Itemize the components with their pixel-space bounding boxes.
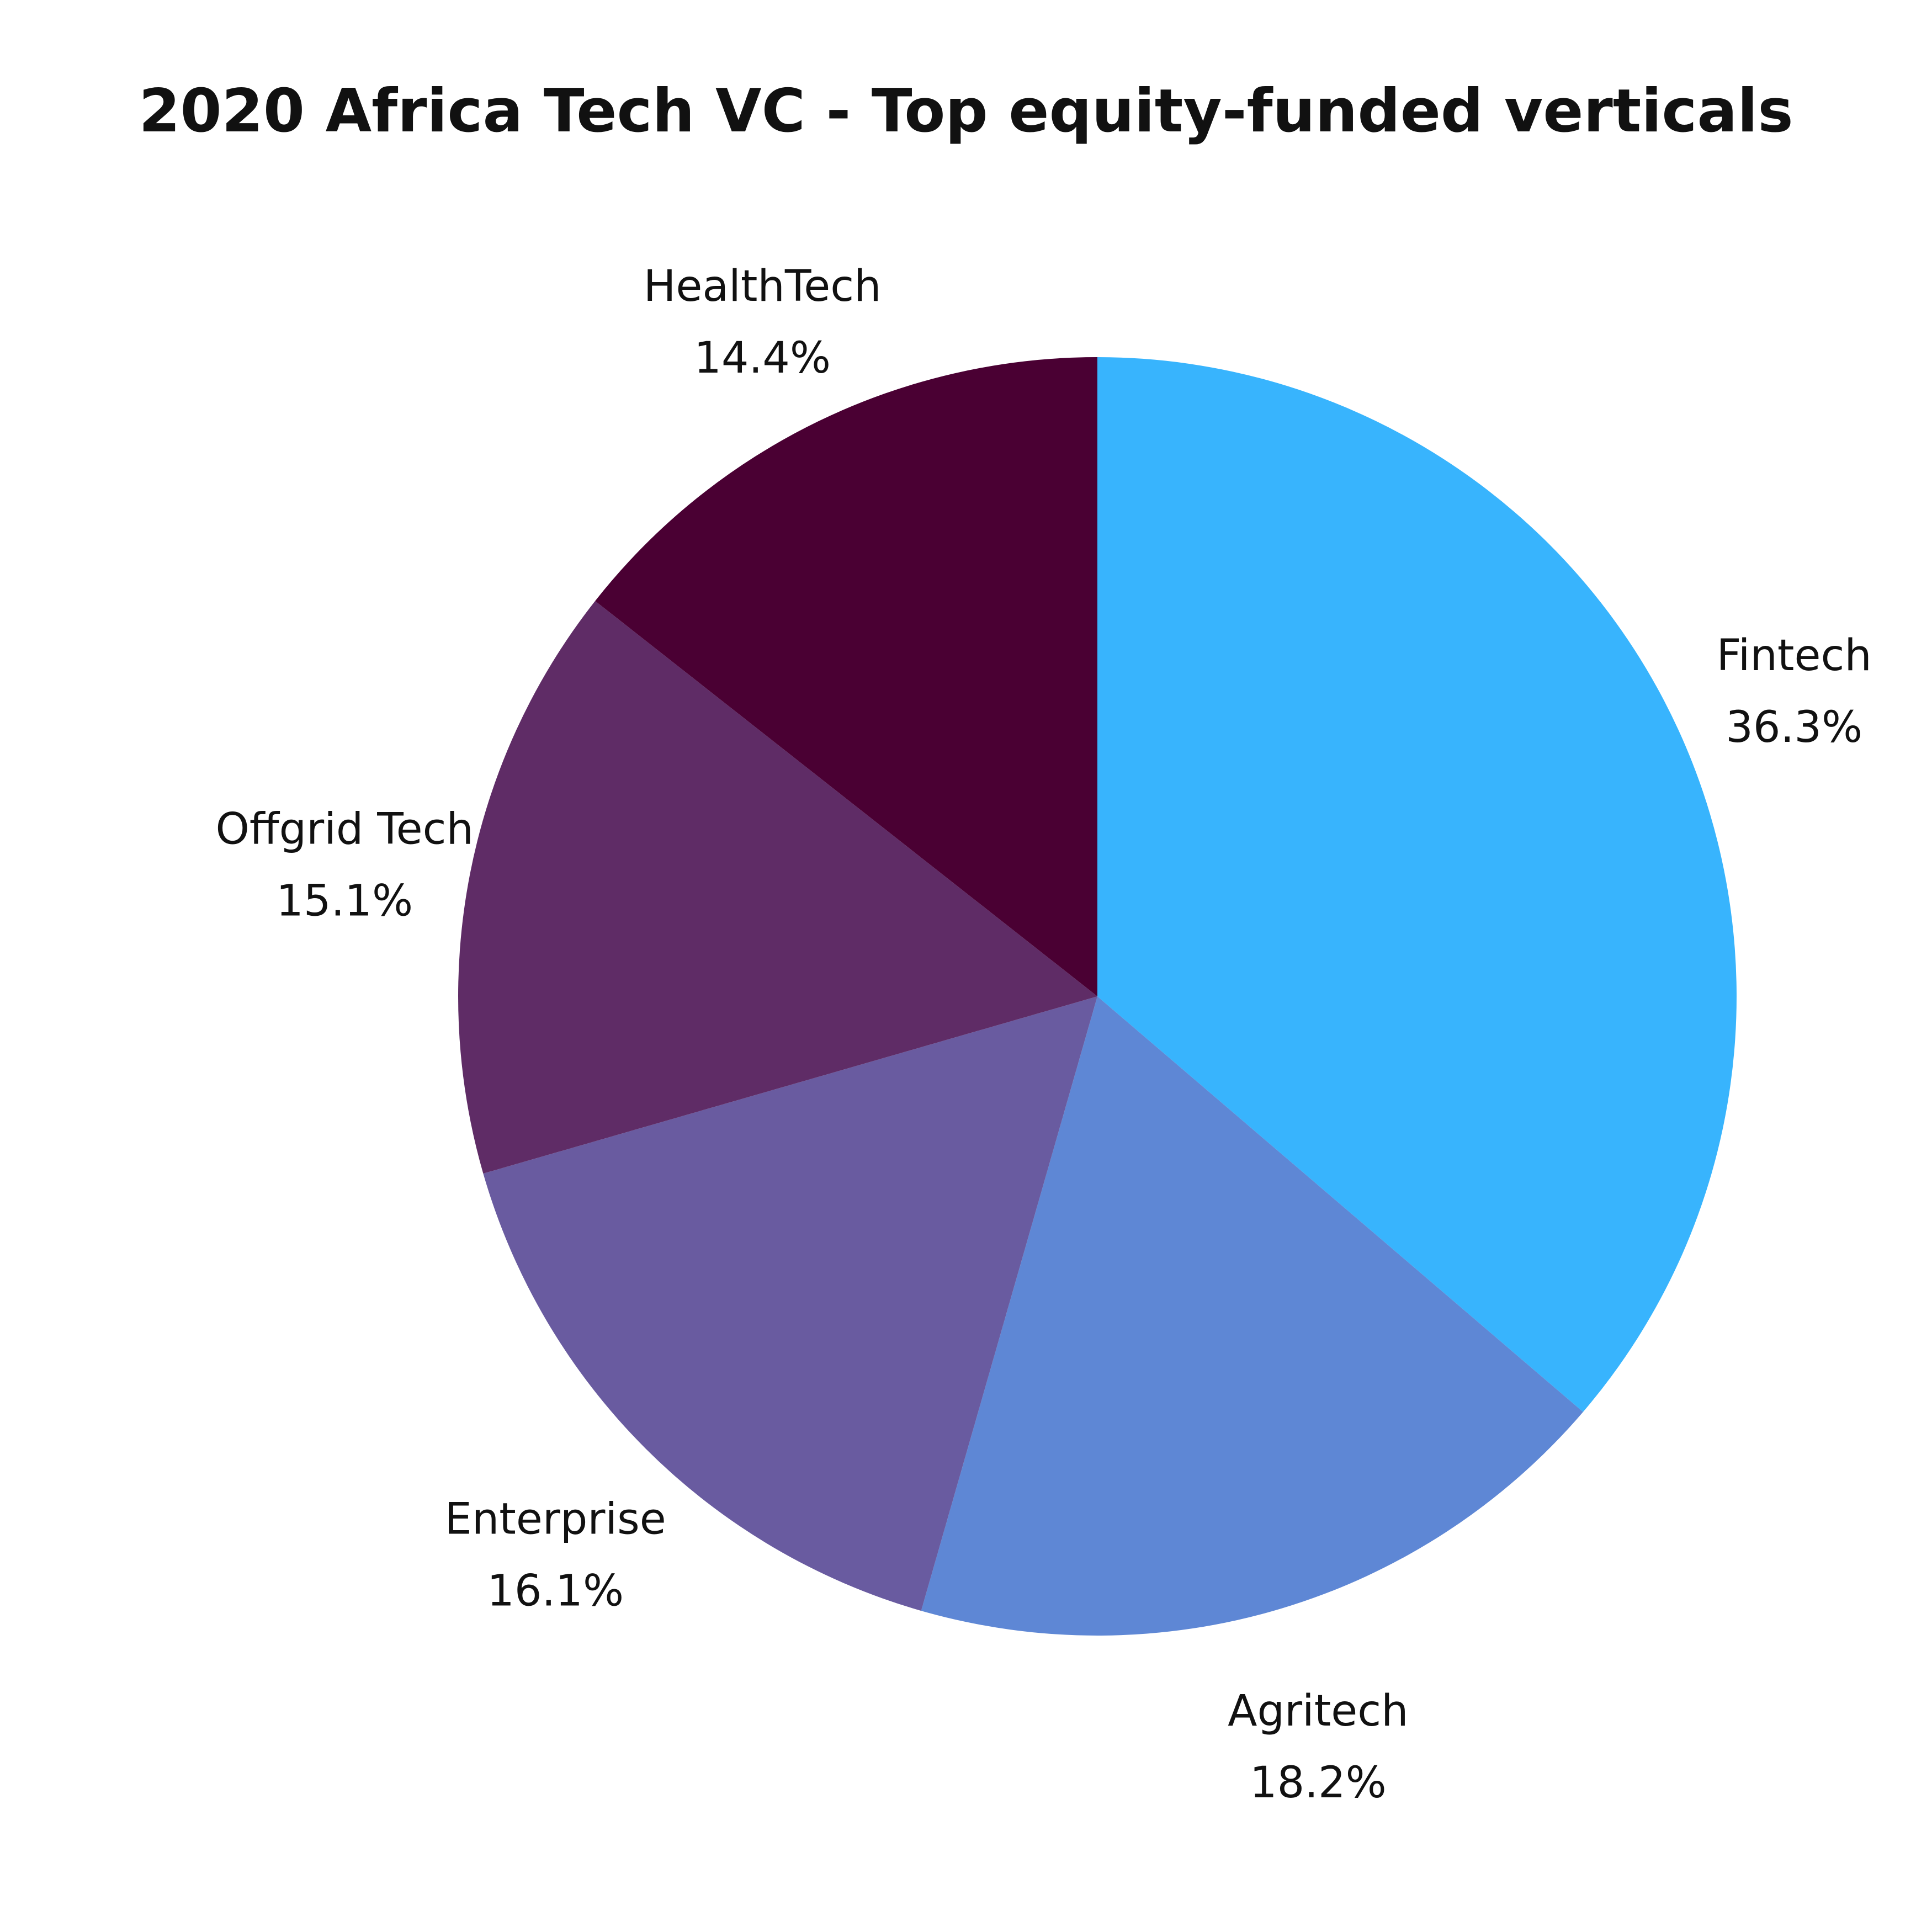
pie-slices (458, 357, 1737, 1636)
slice-percent-label: 36.3% (1726, 703, 1862, 752)
slice-percent-label: 14.4% (694, 333, 831, 383)
slice-label: HealthTech (644, 262, 882, 311)
slice-label: Agritech (1228, 1686, 1409, 1736)
slice-label: Fintech (1717, 631, 1872, 681)
slice-label: Offgrid Tech (216, 804, 474, 854)
pie-slice-healthtech (595, 357, 1097, 996)
slice-percent-label: 16.1% (487, 1566, 624, 1616)
slice-percent-label: 18.2% (1250, 1758, 1387, 1808)
slice-percent-label: 15.1% (276, 876, 413, 926)
pie-slice-agritech (921, 996, 1583, 1636)
pie-labels: Fintech 36.3% Agritech 18.2% Enterprise 16.1%… (216, 262, 1872, 1808)
slice-label: Enterprise (445, 1494, 666, 1544)
pie-slice-fintech (1097, 357, 1737, 1412)
pie-slice-offgrid-tech (458, 601, 1097, 1174)
pie-slice-enterprise (483, 996, 1098, 1611)
chart-title: 2020 Africa Tech VC - Top equity-funded … (139, 77, 1793, 146)
